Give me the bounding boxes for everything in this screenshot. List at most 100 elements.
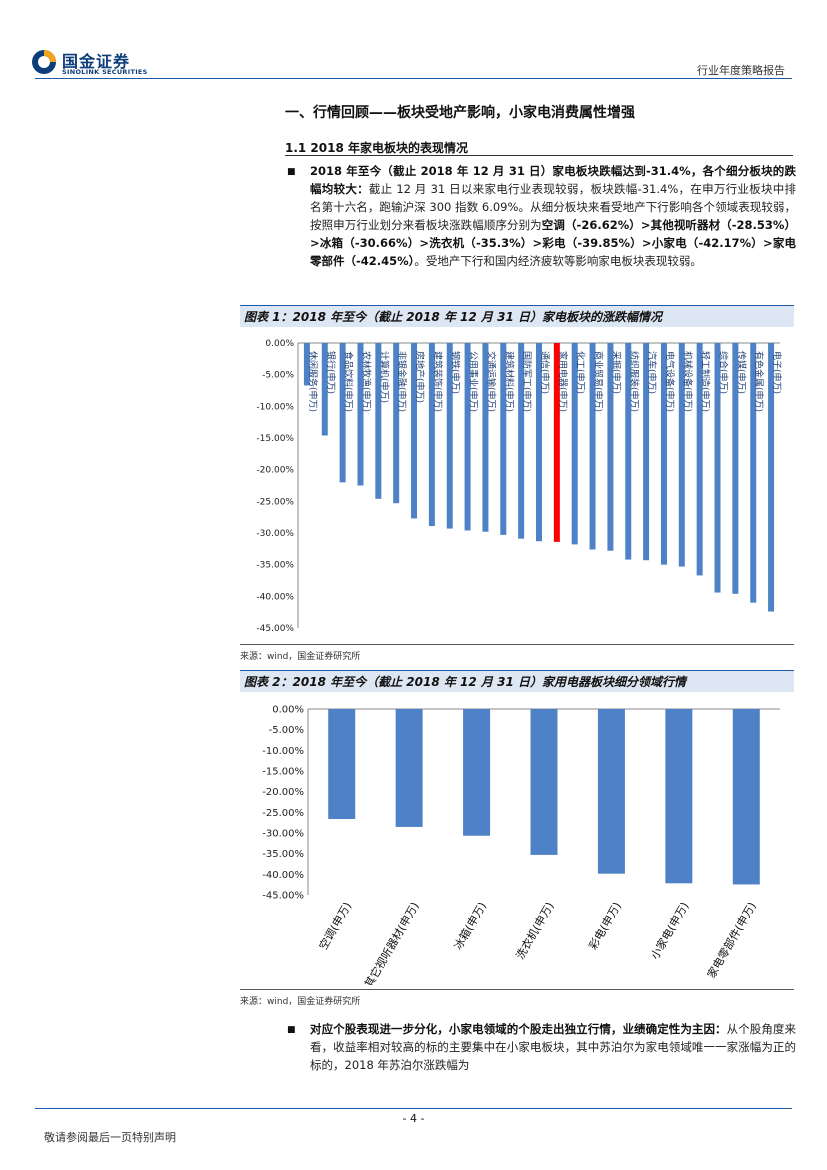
y-tick-label: -45.00% (262, 891, 304, 902)
figure-2-title: 图表 2：2018 年至今（截止 2018 年 12 月 31 日）家用电器板块… (240, 670, 794, 692)
bar (607, 343, 614, 551)
x-tick-label: 建筑装饰(申万) (432, 351, 444, 412)
x-tick-label: 家用电器(申万) (557, 351, 569, 412)
y-tick-label: -30.00% (256, 529, 294, 539)
bar (393, 343, 400, 504)
x-tick-label: 休闲服务(申万) (307, 351, 319, 412)
x-tick-label: 有色金属(申万) (753, 351, 765, 412)
bar (411, 343, 418, 519)
y-tick-label: -40.00% (262, 870, 304, 881)
paragraph-1-lead: 2018 年至今（截止 2018 年 12 月 31 日）家电板块跌幅达到-31… (310, 164, 796, 196)
y-tick-label: -15.00% (256, 434, 294, 444)
segment-item: 小家电（-42.17%） (651, 236, 763, 250)
bar (530, 709, 558, 855)
x-tick-label: 公用事业(申万) (468, 351, 480, 412)
bar (732, 709, 760, 885)
bar (321, 343, 328, 436)
header-divider (35, 78, 792, 79)
bar (750, 343, 757, 603)
x-tick-label: 农林牧渔(申万) (360, 351, 372, 412)
bar (597, 709, 625, 874)
paragraph-2-lead: 对应个股表现进一步分化，小家电领域的个股走出独立行情，业绩确定性为主因： (310, 1022, 727, 1036)
y-tick-label: -20.00% (256, 466, 294, 476)
bar (303, 343, 310, 386)
x-tick-label: 彩电(申万) (586, 900, 624, 952)
bar (665, 709, 693, 884)
bar (625, 343, 632, 560)
company-name-cn: 国金证券 (62, 52, 131, 71)
y-tick-label: -5.00% (269, 725, 304, 736)
segment-item: 其他视听器材（-28.53%） (650, 218, 797, 232)
x-tick-label: 传媒(申万) (735, 351, 747, 394)
bar (328, 709, 356, 820)
y-tick-label: -40.00% (256, 592, 294, 602)
segment-item: 空调（-26.62%） (541, 218, 641, 232)
y-tick-label: -20.00% (262, 787, 304, 798)
bar (643, 343, 650, 561)
figure-1-source-divider (240, 644, 794, 645)
bar (768, 343, 775, 612)
x-tick-label: 轻工制造(申万) (700, 351, 712, 412)
bar (395, 709, 423, 827)
footer-divider (35, 1108, 792, 1109)
x-tick-label: 交通运输(申万) (485, 351, 497, 412)
x-tick-label: 采掘(申万) (610, 351, 622, 394)
x-tick-label: 空调(申万) (316, 900, 354, 953)
x-tick-label: 洗衣机(申万) (513, 900, 557, 962)
company-logo-icon (32, 50, 56, 74)
figure-2-source-divider (240, 989, 794, 990)
bar (536, 343, 542, 542)
x-tick-label: 电子(申万) (771, 351, 783, 394)
y-tick-label: 0.00% (265, 339, 294, 349)
bar (463, 709, 491, 836)
bar (339, 343, 346, 483)
y-tick-label: 0.00% (272, 705, 304, 716)
x-tick-label: 房地产(申万) (414, 351, 426, 403)
document-type: 行业年度策略报告 (697, 64, 785, 77)
y-tick-label: -5.00% (262, 371, 294, 381)
figure-2-chart: 0.00% -5.00% -10.00% -15.00% -20.00% -25.00% -… (262, 705, 780, 986)
x-tick-label: 建筑材料(申万) (503, 351, 515, 412)
page-number: - 4 - (402, 1112, 425, 1125)
x-tick-label: 冰箱(申万) (451, 900, 489, 953)
bar (696, 343, 703, 576)
y-tick-label: -45.00% (256, 624, 294, 634)
y-tick-label: -10.00% (262, 746, 304, 757)
segment-item: 洗衣机（-35.3%） (429, 236, 533, 250)
x-tick-label: 计算机(申万) (378, 351, 390, 403)
x-tick-label: 电气设备(申万) (664, 351, 676, 412)
y-tick-label: -35.00% (262, 849, 304, 860)
x-tick-label: 汽车(申万) (646, 351, 658, 394)
bar (714, 343, 721, 593)
y-tick-label: -25.00% (256, 497, 294, 507)
x-tick-label: 非银金融(申万) (396, 351, 408, 412)
y-tick-label: -25.00% (262, 808, 304, 819)
segment-item: 冰箱（-30.66%） (319, 236, 420, 250)
x-tick-label: 银行(申万) (325, 351, 337, 394)
x-tick-label: 其它视听器材(申万) (361, 900, 421, 986)
bar (678, 343, 685, 567)
bar (500, 343, 507, 535)
x-tick-label: 国防军工(申万) (521, 351, 533, 412)
figure-1-title: 图表 1：2018 年至今（截止 2018 年 12 月 31 日）家电板块的涨… (240, 305, 794, 327)
x-tick-label: 家电零部件(申万) (704, 900, 759, 981)
bar (375, 343, 382, 499)
bar (464, 343, 471, 531)
x-tick-label: 小家电(申万) (648, 900, 692, 962)
y-tick-label: -35.00% (256, 561, 294, 571)
bullet-icon: ■ (287, 1025, 296, 1035)
x-tick-label: 化工(申万) (575, 351, 587, 394)
bar (553, 343, 560, 542)
bullet-icon: ■ (287, 167, 296, 177)
paragraph-2-text: 从个股角度来看，收益率相对较高的标的主要集中在小家电板块，其中苏泊尔为家电领域唯… (310, 1022, 797, 1072)
subtitle-underline (285, 155, 793, 156)
paragraph-2: 对应个股表现进一步分化，小家电领域的个股走出独立行情，业绩确定性为主因：从个股角… (310, 1020, 796, 1074)
figure-1-chart: 0.00% -5.00% -10.00% -15.00% -20.00% -25.00% -… (256, 339, 783, 634)
company-name-en: SINOLINK SECURITIES (62, 68, 148, 76)
figure-2-source: 来源：wind，国金证券研究所 (240, 997, 361, 1007)
paragraph-1-text: 截止 12 月 31 日以来家电行业表现较弱，板块跌幅-31.4%，在申万行业板… (310, 182, 796, 232)
y-tick-label: -10.00% (256, 402, 294, 412)
x-tick-label: 食品饮料(申万) (343, 351, 355, 412)
figure-1-source: 来源：wind，国金证券研究所 (240, 652, 361, 662)
x-tick-label: 通信(申万) (539, 351, 551, 394)
